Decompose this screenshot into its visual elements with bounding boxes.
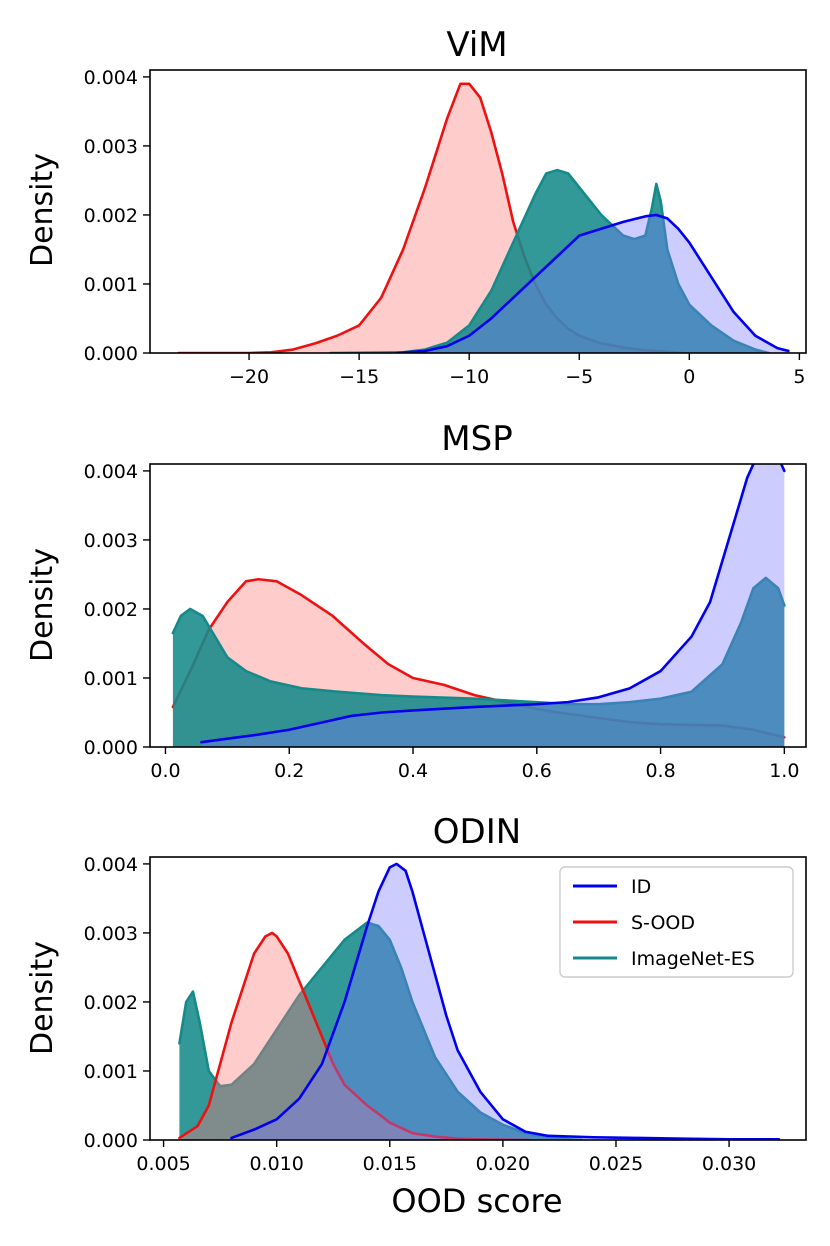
line-id (200, 464, 786, 744)
area-s-ood (179, 932, 531, 1140)
x-tick-label: 0.020 (476, 1153, 530, 1175)
chart-title: MSP (441, 419, 512, 459)
y-tick-label: 0.000 (84, 737, 138, 759)
ticks: 0.005 0.010 0.015 0.020 0.025 0.030 0.000 0.001… (84, 854, 757, 1175)
x-tick-label: 0 (683, 366, 695, 388)
x-tick-label: −15 (339, 366, 379, 388)
legend: ID S-OOD ImageNet-ES (559, 866, 794, 978)
area-s-ood (178, 83, 683, 353)
y-tick-label: 0.000 (84, 343, 138, 365)
y-tick-label: 0.001 (84, 1061, 138, 1083)
line-id (395, 213, 790, 353)
x-tick-label: −20 (229, 366, 269, 388)
area-id (396, 214, 789, 353)
y-tick-label: 0.000 (84, 1130, 138, 1152)
x-tick-label: 0.2 (274, 760, 304, 782)
y-tick-label: 0.003 (84, 136, 138, 158)
x-tick-label: 0.0 (150, 760, 180, 782)
legend-box (559, 866, 794, 978)
x-tick-label: 0.005 (136, 1153, 190, 1175)
chart-msp: MSP Density 0.0 0.2 0.4 0.6 0.8 1.0 0.000 0.001… (25, 419, 807, 782)
plot-area (171, 464, 786, 747)
y-tick-label: 0.004 (84, 461, 138, 483)
x-tick-label: 1.0 (769, 760, 799, 782)
legend-label-imagenet-es: ImageNet-ES (631, 948, 755, 970)
x-axis-label: OOD score (391, 1182, 562, 1220)
y-axis-label: Density (25, 548, 60, 662)
ticks: −20 −15 −10 −5 0 5 0.000 0.001 0.002 0.003 0.004 (84, 67, 806, 388)
y-tick-label: 0.002 (84, 205, 138, 227)
legend-label-id: ID (631, 876, 651, 898)
chart-vim: ViM Density −20 −15 −10 −5 0 5 0.000 0.001 0.002… (25, 25, 807, 388)
x-tick-label: −5 (565, 366, 593, 388)
x-tick-label: −10 (449, 366, 489, 388)
y-tick-label: 0.003 (84, 923, 138, 945)
x-tick-label: 0.4 (398, 760, 428, 782)
line-imagenet-es (171, 576, 786, 706)
x-tick-label: 0.6 (522, 760, 552, 782)
y-axis-label: Density (25, 941, 60, 1055)
legend-label-s-ood: S-OOD (631, 912, 695, 934)
y-tick-label: 0.001 (84, 668, 138, 690)
y-tick-label: 0.002 (84, 599, 138, 621)
chart-title: ODIN (433, 812, 521, 852)
axes-frame (149, 463, 807, 748)
line-id (230, 862, 781, 1140)
x-tick-label: 0.8 (645, 760, 675, 782)
area-imagenet-es (179, 922, 583, 1140)
x-tick-label: 0.030 (702, 1153, 756, 1175)
plot-area (177, 82, 790, 353)
y-tick-label: 0.002 (84, 992, 138, 1014)
x-tick-label: 0.025 (589, 1153, 643, 1175)
axes-frame (149, 856, 807, 1141)
axes-frame (149, 69, 807, 354)
x-tick-label: 0.015 (363, 1153, 417, 1175)
y-tick-label: 0.003 (84, 530, 138, 552)
x-tick-label: 5 (793, 366, 805, 388)
y-tick-label: 0.004 (84, 67, 138, 89)
area-id (201, 464, 785, 747)
y-axis-label: Density (25, 153, 60, 267)
y-tick-label: 0.004 (84, 854, 138, 876)
area-id (231, 863, 779, 1140)
y-tick-label: 0.001 (84, 274, 138, 296)
line-s-ood (178, 931, 532, 1140)
ticks: 0.0 0.2 0.4 0.6 0.8 1.0 0.000 0.001 0.002 0.003 0.… (84, 461, 800, 782)
area-imagenet-es (172, 577, 785, 747)
chart-title: ViM (446, 25, 507, 65)
x-tick-label: 0.010 (249, 1153, 303, 1175)
chart-odin: ODIN Density 0.005 0.010 0.015 0.020 0.025 0.… (25, 812, 807, 1220)
plot-area (178, 862, 781, 1140)
